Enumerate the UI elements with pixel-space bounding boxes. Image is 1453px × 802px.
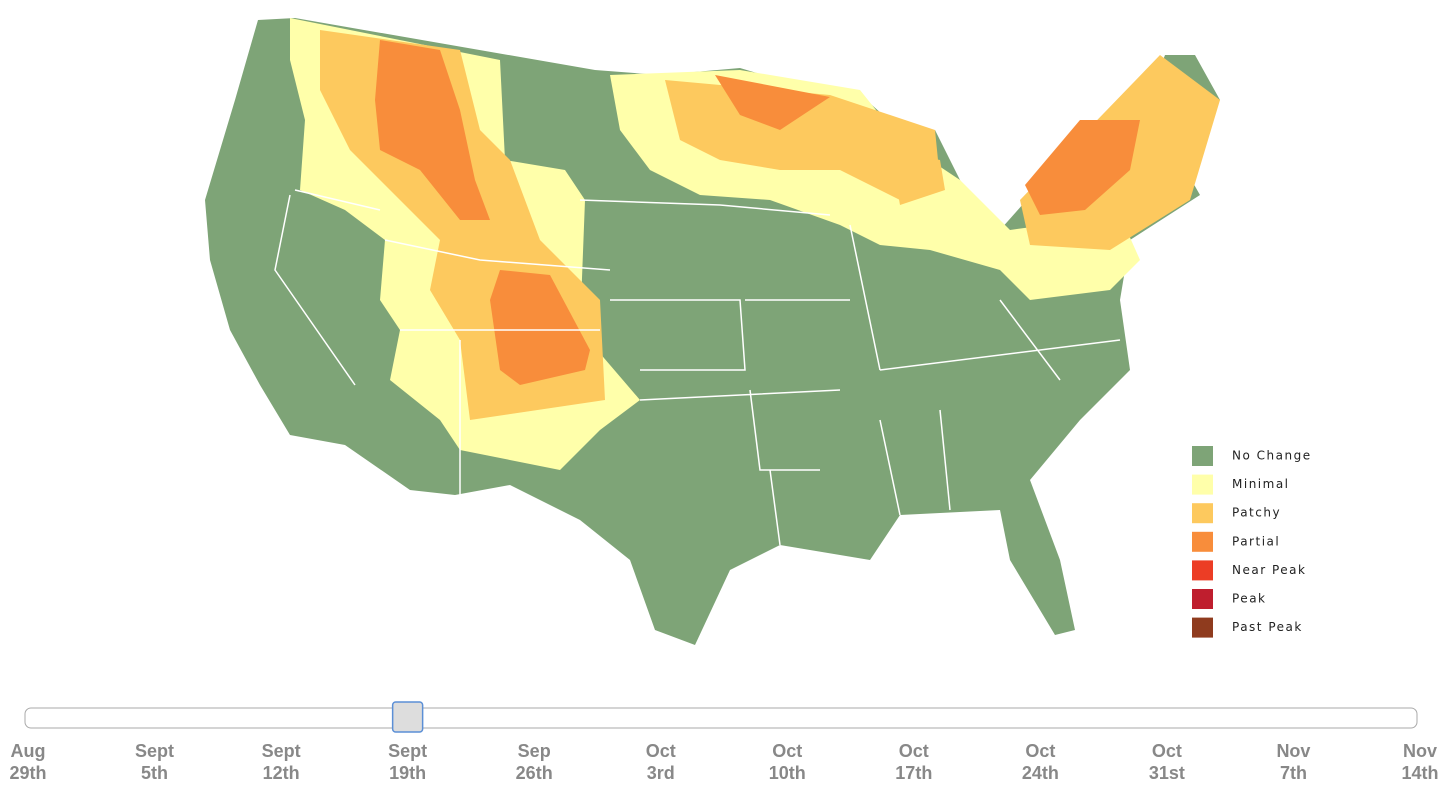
date-month[interactable]: Nov: [1276, 741, 1310, 761]
region-partial: [715, 75, 830, 130]
date-month[interactable]: Oct: [646, 741, 676, 761]
legend-label: No Change: [1232, 449, 1312, 463]
date-month[interactable]: Sept: [262, 741, 301, 761]
date-month[interactable]: Sept: [135, 741, 174, 761]
date-day[interactable]: 7th: [1280, 763, 1307, 783]
legend-swatch: [1192, 589, 1213, 609]
region-partial: [1025, 120, 1140, 215]
slider-handle[interactable]: [391, 701, 424, 733]
date-day[interactable]: 3rd: [647, 763, 675, 783]
date-month[interactable]: Oct: [1025, 741, 1055, 761]
region-partial: [375, 40, 490, 220]
date-month[interactable]: Sep: [518, 741, 551, 761]
legend-label: Peak: [1232, 592, 1267, 606]
date-day[interactable]: 10th: [769, 763, 806, 783]
timeline-slider: Aug29thSept5thSept12thSept19thSep26thOct…: [9, 701, 1439, 783]
legend-label: Partial: [1232, 534, 1280, 548]
date-month[interactable]: Nov: [1403, 741, 1437, 761]
us-map: [205, 18, 1220, 645]
region-patchy: [890, 150, 945, 205]
date-day[interactable]: 24th: [1022, 763, 1059, 783]
legend-swatch: [1192, 560, 1213, 581]
date-day[interactable]: 14th: [1401, 763, 1438, 783]
state-borders: [274, 189, 1121, 546]
date-month[interactable]: Oct: [772, 741, 802, 761]
legend: No Change Minimal Patchy Partial Near Peak Pe…: [1192, 446, 1312, 638]
date-month[interactable]: Oct: [1152, 741, 1182, 761]
legend-label: Patchy: [1232, 506, 1281, 520]
legend-label: Past Peak: [1232, 620, 1303, 634]
date-month[interactable]: Sept: [388, 741, 427, 761]
date-day[interactable]: 5th: [141, 763, 168, 783]
date-day[interactable]: 31st: [1149, 763, 1185, 783]
region-patchy: [665, 80, 940, 200]
date-month[interactable]: Aug: [11, 741, 46, 761]
legend-label: Minimal: [1232, 477, 1290, 491]
region-partial: [490, 270, 590, 385]
slider-track[interactable]: [24, 707, 1418, 729]
date-day[interactable]: 26th: [516, 763, 553, 783]
legend-swatch: [1192, 531, 1213, 552]
legend-label: Near Peak: [1232, 563, 1306, 577]
date-day[interactable]: 29th: [9, 763, 46, 783]
date-day[interactable]: 17th: [895, 763, 932, 783]
date-day[interactable]: 19th: [389, 763, 426, 783]
legend-swatch: [1192, 446, 1213, 466]
legend-swatch: [1192, 474, 1213, 495]
legend-swatch: [1192, 503, 1213, 524]
date-day[interactable]: 12th: [263, 763, 300, 783]
legend-swatch: [1192, 617, 1213, 638]
date-month[interactable]: Oct: [899, 741, 929, 761]
